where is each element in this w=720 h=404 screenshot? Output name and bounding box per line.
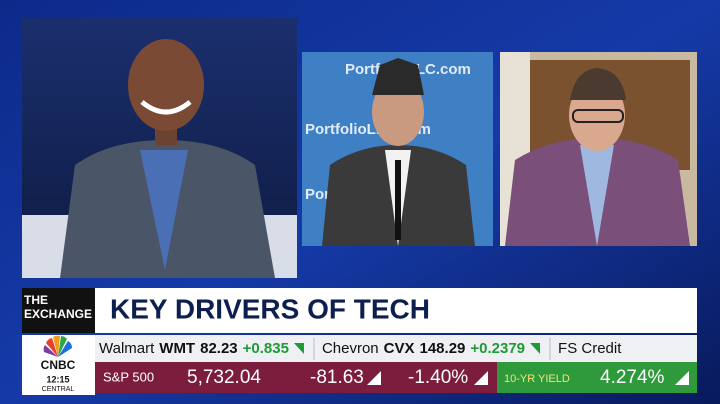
index-bar: [95, 362, 497, 393]
ticker-change: +0.2379: [470, 340, 525, 357]
clock-time: 12:15: [46, 374, 69, 384]
clock-zone: CENTRAL: [42, 386, 75, 393]
index-level: 5,732.04: [187, 367, 261, 388]
show-name: THE EXCHANGE: [24, 293, 93, 321]
yield-bar: [497, 362, 697, 393]
ticker-change: +0.835: [243, 340, 289, 357]
ticker-bar: [95, 335, 697, 362]
network-logo: CNBC: [41, 358, 76, 372]
index-percent: -1.40%: [408, 367, 468, 388]
up-arrow: [293, 343, 304, 354]
ticker-price: 82.23: [200, 340, 238, 357]
down-arrow: [367, 371, 381, 385]
host-video: [22, 18, 297, 278]
ticker-symbol: WMT: [159, 340, 195, 357]
peacock-logo: [43, 335, 73, 357]
show-badge: [22, 288, 95, 333]
lower-third: THE EXCHANGE KEY DRIVERS OF TECH CNBC 12…: [22, 288, 697, 395]
guest-video-1: PortfolioLLC.com PortfolioLLC.com Portfo…: [302, 52, 493, 246]
ticker-name: FS Credit: [558, 340, 622, 357]
headline: KEY DRIVERS OF TECH: [110, 293, 430, 324]
headline-bar: [95, 288, 697, 333]
down-arrow: [675, 371, 689, 385]
up-arrow: [530, 343, 541, 354]
guest-video-2: [500, 52, 697, 246]
ticker-name: Walmart: [99, 340, 155, 357]
yield-label: 10-YR YIELD: [504, 373, 570, 385]
ticker-name: Chevron: [322, 340, 379, 357]
index-change: -81.63: [310, 367, 364, 388]
ticker-items: Walmart WMT 82.23 +0.835 Chevron CVX 148.29 +0.…: [99, 338, 622, 360]
down-arrow: [474, 371, 488, 385]
yield-value: 4.274%: [600, 367, 665, 388]
ticker-symbol: CVX: [384, 340, 415, 357]
index-name: S&P 500: [103, 369, 154, 384]
ticker-price: 148.29: [420, 340, 466, 357]
show-name-box: THE EXCHANGE: [24, 293, 93, 321]
